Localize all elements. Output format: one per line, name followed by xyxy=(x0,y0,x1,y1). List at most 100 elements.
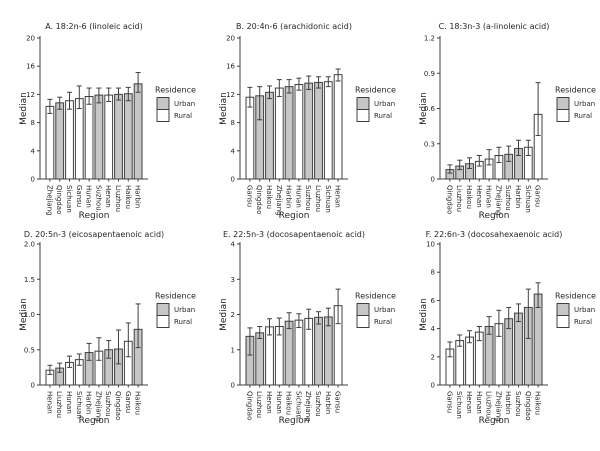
x-tick-label-region: Henan xyxy=(334,185,342,208)
y-axis-title: Median xyxy=(19,92,29,125)
y-tick-label: 20 xyxy=(26,35,35,43)
bar-harbin xyxy=(284,86,294,180)
x-tick-label-region: Suzhou xyxy=(514,391,522,417)
legend-label-rural: Rural xyxy=(374,112,392,120)
x-tick-label-region: Liuzhou xyxy=(314,185,322,212)
y-tick-label: 0.3 xyxy=(424,140,435,148)
panel-e-22-5n3: E. 22:5n-3 (docosapentaenoic acid) 0 1 2 3 4 M… xyxy=(200,225,400,451)
y-tick-label: 1.5 xyxy=(24,276,35,284)
x-tick-label-region: Sichuan xyxy=(524,185,532,213)
x-tick-label-region: Harbin xyxy=(514,185,522,208)
x-tick-label-region: Henan xyxy=(104,185,112,208)
x-tick-label-region: Haikou xyxy=(465,185,473,209)
x-tick-label-region: Suzhou xyxy=(504,185,512,211)
x-tick-label-region: Henan xyxy=(45,391,53,414)
x-tick-label-region: Liuzhou xyxy=(55,391,63,418)
y-tick-label: 12 xyxy=(226,91,235,99)
x-tick-label-region: Harbin xyxy=(85,391,93,414)
x-tick-label-region: Qingdao xyxy=(255,185,263,214)
x-tick-label-region: Hunan xyxy=(85,185,93,208)
x-tick-label-region: Sichuan xyxy=(324,185,332,213)
x-tick-label-region: Suzhou xyxy=(314,391,322,417)
x-tick-label-region: Suzhou xyxy=(304,185,312,211)
legend-label-rural: Rural xyxy=(374,318,392,326)
x-tick-label-region: Zhejiang xyxy=(494,391,502,422)
x-tick-label-region: Hunan xyxy=(475,391,483,414)
y-tick-label: 1 xyxy=(231,346,235,354)
legend-label-rural: Rural xyxy=(574,318,592,326)
legend-swatch-urban xyxy=(356,303,370,316)
legend-label-urban: Urban xyxy=(574,306,595,314)
bar-liuzhou xyxy=(255,332,265,386)
x-tick-label-region: Sichuan xyxy=(75,391,83,419)
y-tick-label: 0.6 xyxy=(424,105,436,113)
legend-title: Residence xyxy=(155,292,196,301)
x-axis-title: Region xyxy=(279,416,310,426)
x-axis-title: Region xyxy=(279,211,310,221)
x-tick-label-region: Zhejiang xyxy=(304,391,312,422)
bar-henan xyxy=(333,74,343,180)
y-tick-label: 16 xyxy=(26,63,35,71)
panel-title: B. 20:4n-6 (arachidonic acid) xyxy=(236,22,352,31)
x-tick-label-region: Qingdao xyxy=(55,185,63,214)
y-tick-label: 8 xyxy=(231,119,235,127)
y-tick-label: 0.9 xyxy=(424,70,435,78)
panel-f-22-6n3: F. 22:6n-3 (docosahexaenoic acid) 0 2 4 6 8 10… xyxy=(400,225,600,451)
y-tick-label: 12 xyxy=(26,91,35,99)
panel-c-18-3n3: C. 18:3n-3 (a-linolenic acid) 0 0.3 0.6 0.9 1… xyxy=(400,0,600,225)
x-tick-label-region: Haikou xyxy=(124,185,132,209)
legend-label-urban: Urban xyxy=(174,100,195,108)
legend-swatch-urban xyxy=(556,303,570,316)
x-tick-label-region: Henan xyxy=(265,391,273,414)
x-tick-label-region: Gansu xyxy=(445,391,453,413)
legend-title: Residence xyxy=(555,86,596,95)
bar-hunan xyxy=(84,96,94,180)
y-axis-title: Median xyxy=(419,92,429,125)
bar-zhejiang xyxy=(274,87,284,180)
bar-suzhou xyxy=(514,312,523,386)
y-tick-label: 0 xyxy=(31,382,35,390)
x-tick-label-region: Haikou xyxy=(534,391,542,415)
x-tick-label-region: Henan xyxy=(465,391,473,414)
bar-haikou xyxy=(284,320,294,386)
legend-swatch-rural xyxy=(156,109,170,122)
x-tick-label-region: Zhejiang xyxy=(494,185,502,216)
bar-harbin xyxy=(133,83,143,180)
y-tick-label: 2.0 xyxy=(24,241,35,249)
bar-sichuan xyxy=(323,81,333,180)
x-tick-label-region: Gansu xyxy=(75,185,83,207)
x-tick-label-region: Liuzhou xyxy=(114,185,122,212)
x-tick-label-region: Harbin xyxy=(324,391,332,414)
panel-title: D. 20:5n-3 (eicosapentaenoic acid) xyxy=(24,230,164,239)
y-tick-label: 6 xyxy=(431,297,436,305)
legend-label-rural: Rural xyxy=(574,112,592,120)
legend-swatch-rural xyxy=(356,315,370,328)
y-tick-label: 2 xyxy=(431,353,435,361)
panel-a-18-2n6: A. 18:2n-6 (linoleic acid) 0 4 8 12 16 20 Media… xyxy=(0,0,200,225)
y-tick-label: 2 xyxy=(231,311,235,319)
legend-swatch-rural xyxy=(556,109,570,122)
x-axis-title: Region xyxy=(479,416,510,426)
x-tick-label-region: Liuzhou xyxy=(255,391,263,418)
x-tick-label-region: Zhejiang xyxy=(94,391,102,422)
x-tick-label-region: Harbin xyxy=(134,185,142,208)
y-axis-title: Median xyxy=(219,298,229,331)
bar-sichuan xyxy=(455,340,465,386)
x-tick-label-region: Zhejiang xyxy=(45,185,53,216)
panel-b-20-4n6: B. 20:4n-6 (arachidonic acid) 0 4 8 12 16 20 Me… xyxy=(200,0,400,225)
y-tick-label: 4 xyxy=(231,241,236,249)
x-tick-label-region: Hunan xyxy=(294,185,302,208)
x-tick-label-region: Harbin xyxy=(504,391,512,414)
y-tick-label: 0 xyxy=(431,176,435,184)
y-axis-title: Median xyxy=(19,298,29,331)
y-tick-label: 4 xyxy=(231,147,236,155)
bar-suzhou xyxy=(314,316,323,386)
legend-swatch-urban xyxy=(156,97,170,110)
x-tick-label-region: Henan xyxy=(475,185,483,208)
bar-henan xyxy=(104,94,114,180)
y-tick-label: 1.2 xyxy=(424,35,435,43)
bar-gansu xyxy=(245,96,255,180)
legend-swatch-urban xyxy=(556,97,570,110)
bar-harbin xyxy=(323,316,333,386)
x-tick-label-region: Hunan xyxy=(275,391,283,414)
